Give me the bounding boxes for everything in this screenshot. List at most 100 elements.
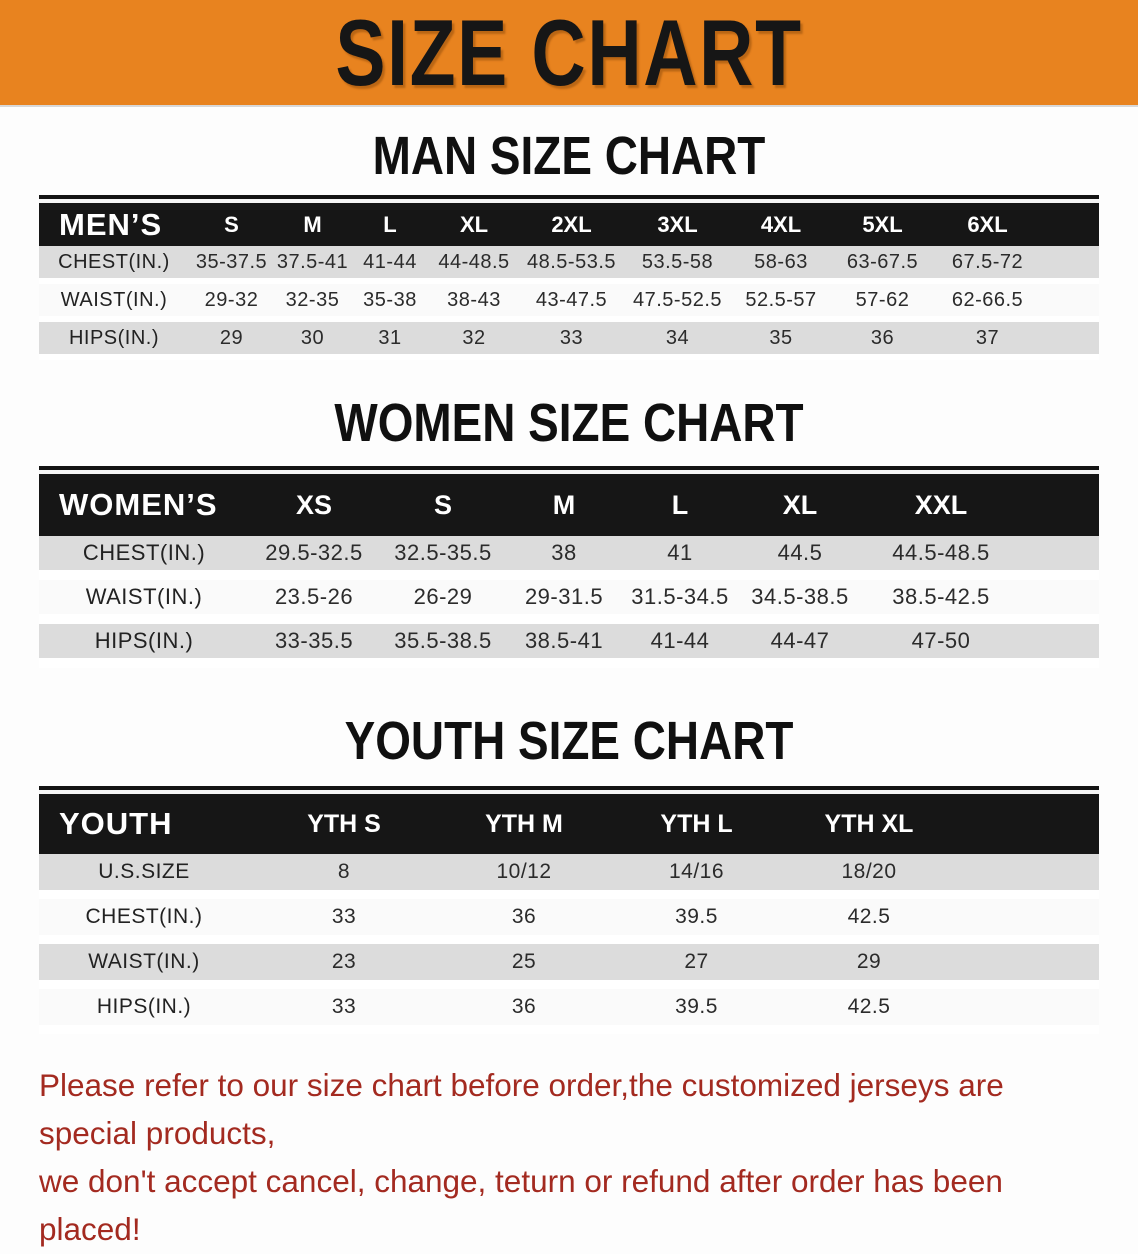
size-column-header: 4XL xyxy=(731,199,831,246)
measure-row-label: CHEST(IN.) xyxy=(39,899,249,944)
size-value-cell: 63-67.5 xyxy=(831,246,934,284)
spacer-cell xyxy=(954,944,1099,989)
size-value-cell: 41-44 xyxy=(621,624,739,668)
table-corner-label: YOUTH xyxy=(39,790,249,854)
size-value-cell: 67.5-72 xyxy=(934,246,1041,284)
section-heading-text: WOMEN SIZE CHART xyxy=(334,393,804,453)
spacer-cell xyxy=(954,854,1099,899)
table-corner-label: MEN’S xyxy=(39,199,189,246)
size-value-cell: 38 xyxy=(507,536,621,580)
table-row: HIPS(IN.) 29 30 31 32 33 34 35 36 37 xyxy=(39,322,1099,360)
size-value-cell: 29 xyxy=(189,322,274,360)
size-value-cell: 35 xyxy=(731,322,831,360)
disclaimer-line-1: Please refer to our size chart before or… xyxy=(39,1067,1004,1151)
table-row: HIPS(IN.) 33-35.5 35.5-38.5 38.5-41 41-44 44-… xyxy=(39,624,1099,668)
size-value-cell: 36 xyxy=(439,899,609,944)
size-value-cell: 47-50 xyxy=(861,624,1021,668)
size-column-header: 6XL xyxy=(934,199,1041,246)
size-value-cell: 27 xyxy=(609,944,784,989)
size-value-cell: 10/12 xyxy=(439,854,609,899)
size-column-header: 2XL xyxy=(519,199,624,246)
size-value-cell: 52.5-57 xyxy=(731,284,831,322)
size-column-header: L xyxy=(621,470,739,536)
size-table: YOUTH YTH S YTH M YTH L YTH XL U.S.SIZE 8 10/12… xyxy=(39,786,1099,1034)
size-value-cell: 8 xyxy=(249,854,439,899)
size-column-header: M xyxy=(274,199,351,246)
size-value-cell: 31.5-34.5 xyxy=(621,580,739,624)
size-value-cell: 53.5-58 xyxy=(624,246,731,284)
measure-row-label: WAIST(IN.) xyxy=(39,944,249,989)
size-value-cell: 23 xyxy=(249,944,439,989)
size-value-cell: 58-63 xyxy=(731,246,831,284)
measure-row-label: HIPS(IN.) xyxy=(39,624,249,668)
size-value-cell: 42.5 xyxy=(784,899,954,944)
size-value-cell: 32.5-35.5 xyxy=(379,536,507,580)
table-row: WAIST(IN.) 23.5-26 26-29 29-31.5 31.5-34.5 34… xyxy=(39,580,1099,624)
spacer-cell xyxy=(1041,284,1099,322)
measure-row-label: HIPS(IN.) xyxy=(39,322,189,360)
section-heading: YOUTH SIZE CHART xyxy=(0,711,1138,771)
size-value-cell: 14/16 xyxy=(609,854,784,899)
size-value-cell: 26-29 xyxy=(379,580,507,624)
size-table: WOMEN’S XS S M L XL XXL CHEST(IN.) 29.5-32.5 32.5… xyxy=(39,466,1099,668)
size-table: MEN’S S M L XL 2XL 3XL 4XL 5XL 6XL CHEST(IN.) 35-37… xyxy=(39,195,1099,360)
size-value-cell: 44-47 xyxy=(739,624,861,668)
size-value-cell: 31 xyxy=(351,322,429,360)
size-value-cell: 36 xyxy=(439,989,609,1034)
table-row: CHEST(IN.) 35-37.5 37.5-41 41-44 44-48.5 48.5… xyxy=(39,246,1099,284)
size-value-cell: 33 xyxy=(519,322,624,360)
size-value-cell: 33 xyxy=(249,899,439,944)
spacer-cell xyxy=(954,790,1099,854)
measure-row-label: CHEST(IN.) xyxy=(39,536,249,580)
size-value-cell: 44.5-48.5 xyxy=(861,536,1021,580)
size-value-cell: 38.5-41 xyxy=(507,624,621,668)
size-value-cell: 32-35 xyxy=(274,284,351,322)
size-value-cell: 42.5 xyxy=(784,989,954,1034)
size-value-cell: 34.5-38.5 xyxy=(739,580,861,624)
measure-row-label: WAIST(IN.) xyxy=(39,284,189,322)
table-header-row: YOUTH YTH S YTH M YTH L YTH XL xyxy=(39,790,1099,854)
size-value-cell: 43-47.5 xyxy=(519,284,624,322)
size-value-cell: 33 xyxy=(249,989,439,1034)
size-value-cell: 38-43 xyxy=(429,284,519,322)
size-value-cell: 41-44 xyxy=(351,246,429,284)
section-heading-text: YOUTH SIZE CHART xyxy=(344,711,794,771)
size-value-cell: 35-37.5 xyxy=(189,246,274,284)
size-value-cell: 62-66.5 xyxy=(934,284,1041,322)
size-column-header: M xyxy=(507,470,621,536)
spacer-cell xyxy=(1041,199,1099,246)
size-value-cell: 57-62 xyxy=(831,284,934,322)
size-chart-title: SIZE CHART xyxy=(335,0,803,105)
size-value-cell: 44.5 xyxy=(739,536,861,580)
footer-disclaimer: Please refer to our size chart before or… xyxy=(39,1062,1101,1254)
size-value-cell: 41 xyxy=(621,536,739,580)
size-value-cell: 33-35.5 xyxy=(249,624,379,668)
size-value-cell: 29 xyxy=(784,944,954,989)
measure-row-label: U.S.SIZE xyxy=(39,854,249,899)
spacer-cell xyxy=(1021,470,1099,536)
spacer-cell xyxy=(1021,580,1099,624)
size-value-cell: 29-31.5 xyxy=(507,580,621,624)
table-row: WAIST(IN.) 23 25 27 29 xyxy=(39,944,1099,989)
spacer-cell xyxy=(1041,322,1099,360)
size-value-cell: 38.5-42.5 xyxy=(861,580,1021,624)
size-value-cell: 37.5-41 xyxy=(274,246,351,284)
spacer-cell xyxy=(1021,536,1099,580)
table-row: HIPS(IN.) 33 36 39.5 42.5 xyxy=(39,989,1099,1034)
size-value-cell: 47.5-52.5 xyxy=(624,284,731,322)
spacer-cell xyxy=(954,899,1099,944)
size-value-cell: 23.5-26 xyxy=(249,580,379,624)
section-heading: MAN SIZE CHART xyxy=(0,129,1138,183)
size-value-cell: 25 xyxy=(439,944,609,989)
spacer-cell xyxy=(1021,624,1099,668)
size-value-cell: 36 xyxy=(831,322,934,360)
table-row: WAIST(IN.) 29-32 32-35 35-38 38-43 43-47.5 47.… xyxy=(39,284,1099,322)
size-column-header: S xyxy=(189,199,274,246)
size-column-header: YTH XL xyxy=(784,790,954,854)
size-column-header: 5XL xyxy=(831,199,934,246)
size-value-cell: 35.5-38.5 xyxy=(379,624,507,668)
spacer-cell xyxy=(1041,246,1099,284)
spacer-cell xyxy=(954,989,1099,1034)
table-header-row: MEN’S S M L XL 2XL 3XL 4XL 5XL 6XL xyxy=(39,199,1099,246)
size-column-header: S xyxy=(379,470,507,536)
